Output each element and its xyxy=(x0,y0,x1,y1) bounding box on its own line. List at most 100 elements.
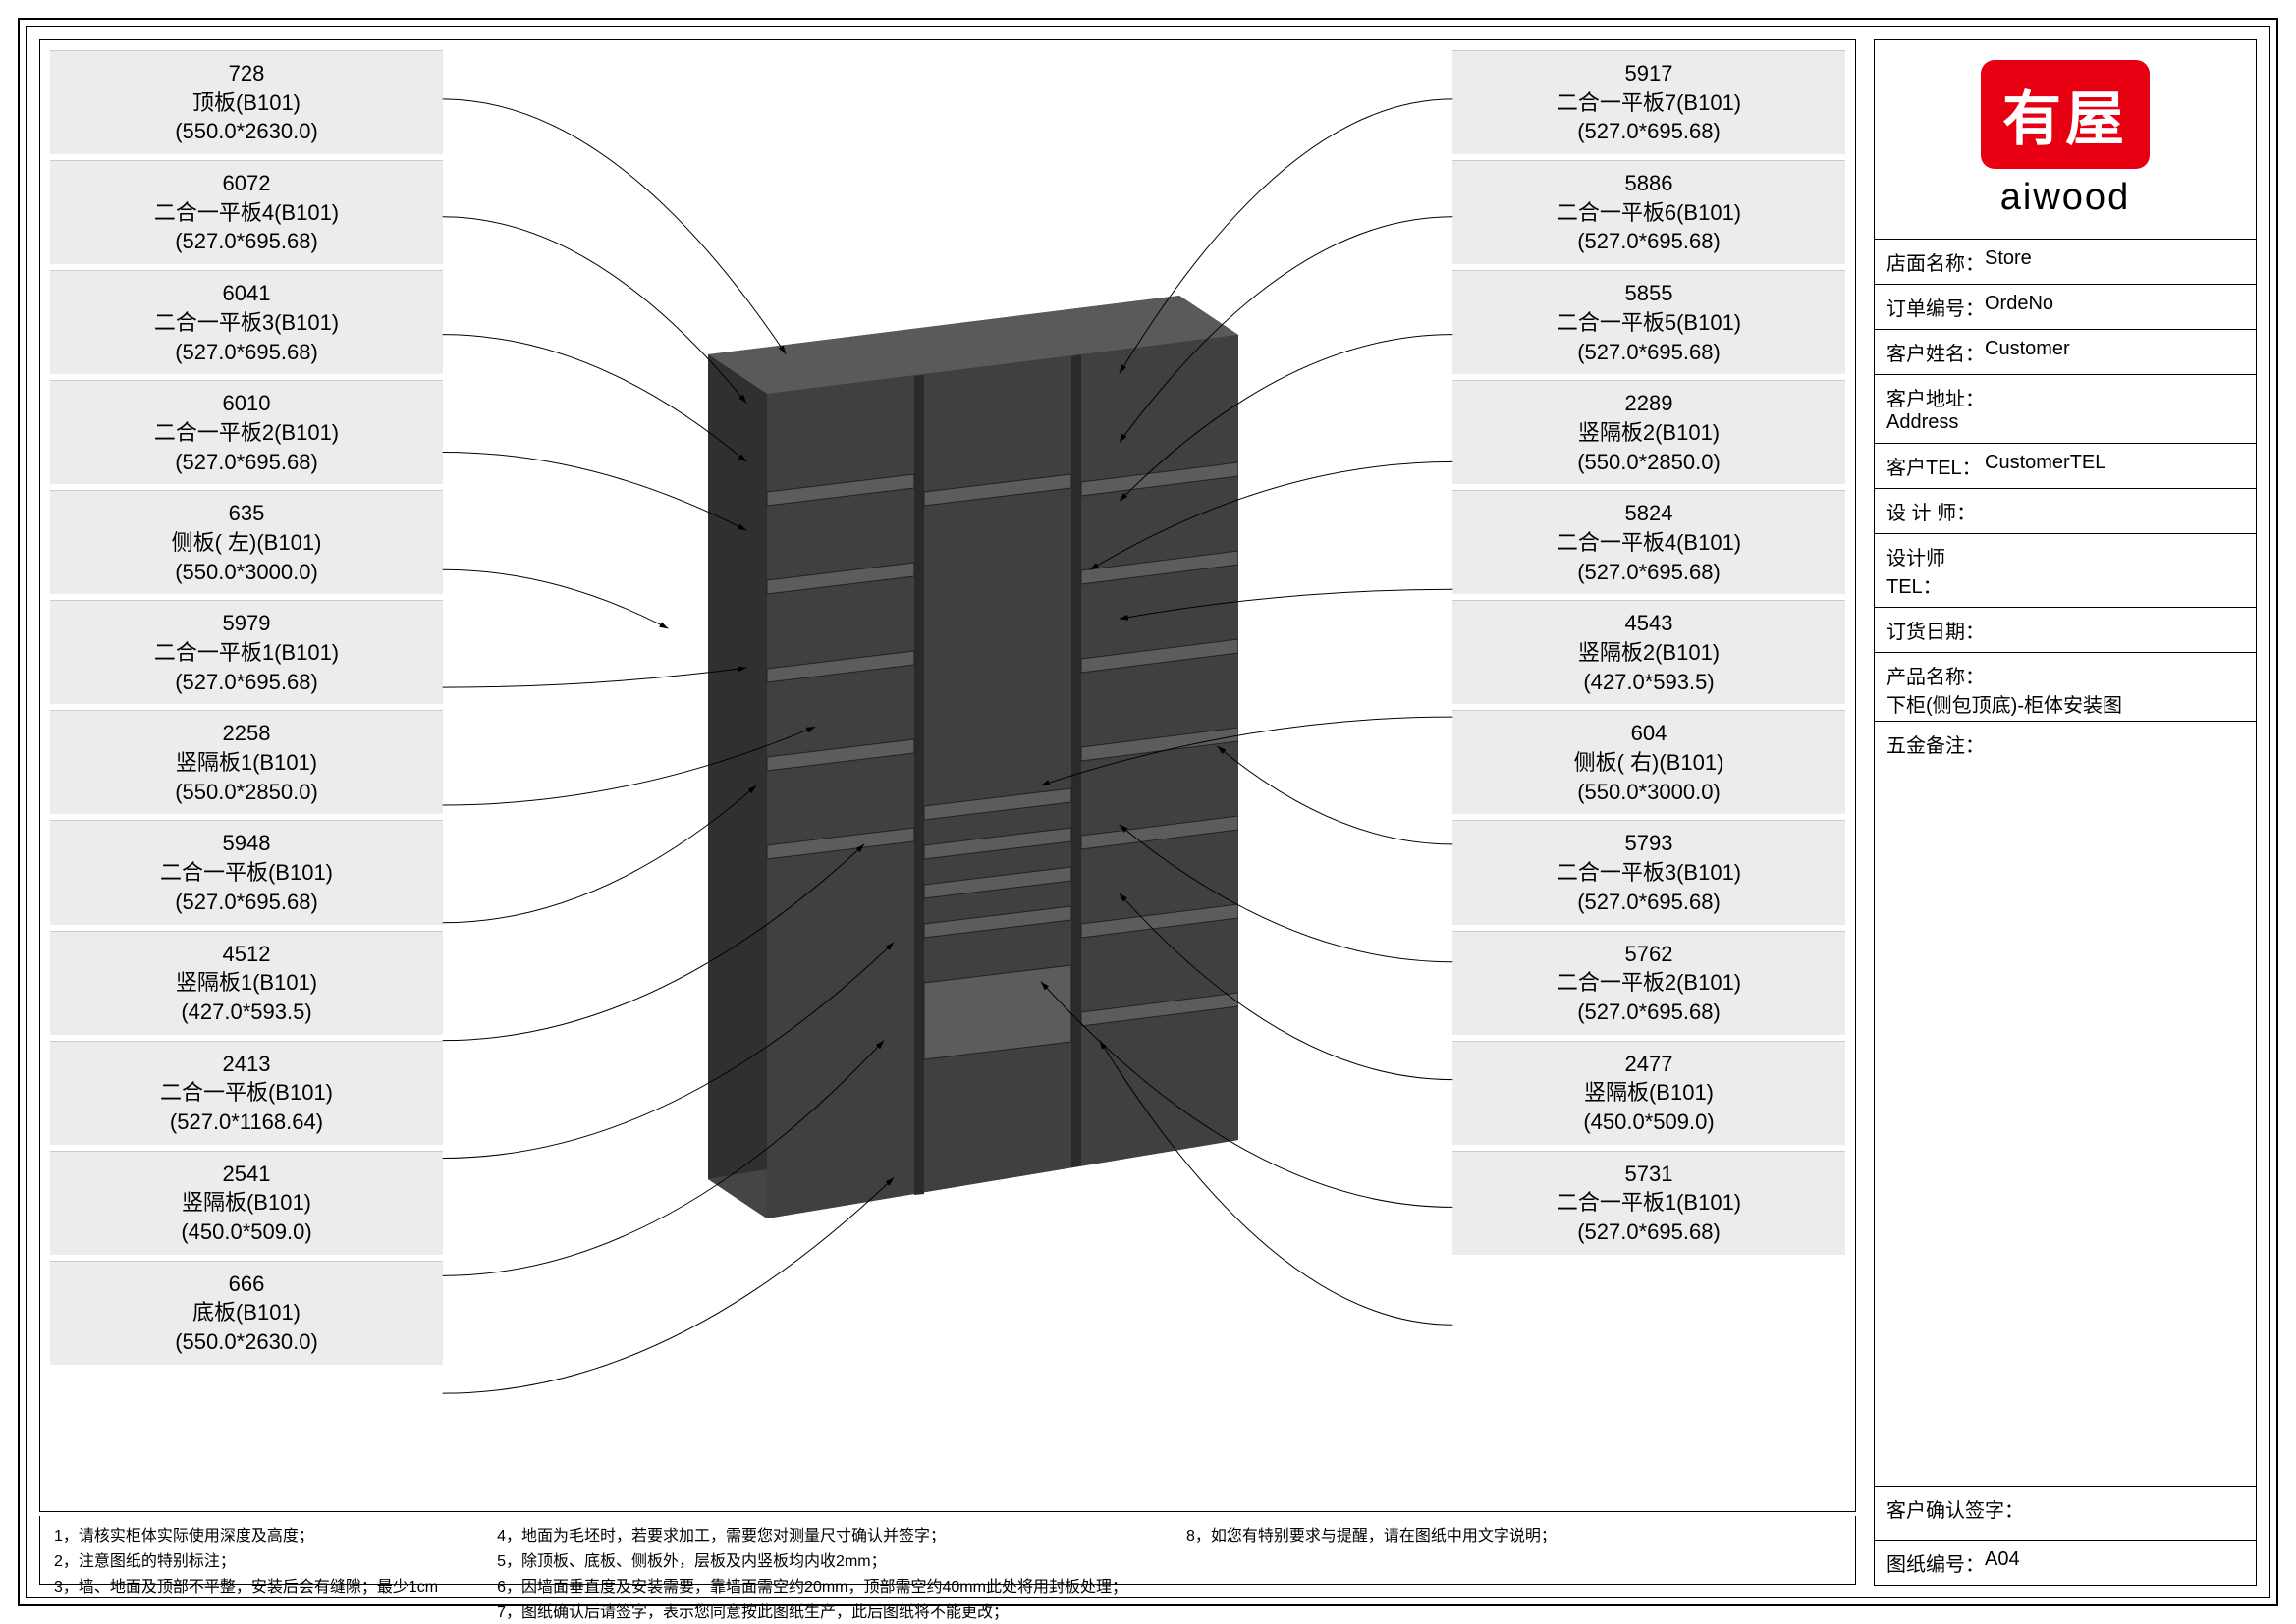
part-dim: (527.0*695.68) xyxy=(54,338,439,367)
part-label-right-4: 5824二合一平板4(B101)(527.0*695.68) xyxy=(1452,490,1845,594)
note-line: 6，因墙面垂直度及安装需要，靠墙面需空约20mm，顶部需空约40mm此处将用封板… xyxy=(497,1573,1127,1597)
part-dim: (550.0*2850.0) xyxy=(1456,448,1841,477)
part-name: 二合一平板1(B101) xyxy=(54,638,439,668)
part-dim: (550.0*2630.0) xyxy=(54,1327,439,1357)
part-dim: (527.0*695.68) xyxy=(1456,998,1841,1027)
part-label-right-0: 5917二合一平板7(B101)(527.0*695.68) xyxy=(1452,50,1845,154)
part-label-left-4: 635侧板( 左)(B101)(550.0*3000.0) xyxy=(50,490,443,594)
notes-col-1: 1，请核实柜体实际使用深度及高度；2，注意图纸的特别标注；3，墙、地面及顶部不平… xyxy=(54,1522,438,1578)
info-designer-tel: 设计师TEL： xyxy=(1874,534,2257,608)
info-order: 订单编号：OrdeNo xyxy=(1874,285,2257,330)
part-label-left-11: 666底板(B101)(550.0*2630.0) xyxy=(50,1261,443,1365)
part-id: 604 xyxy=(1456,719,1841,748)
part-dim: (550.0*2630.0) xyxy=(54,117,439,146)
part-label-right-10: 5731二合一平板1(B101)(527.0*695.68) xyxy=(1452,1151,1845,1255)
note-line: 7，图纸确认后请签字，表示您同意按此图纸生产，此后图纸将不能更改； xyxy=(497,1598,1127,1622)
part-name: 竖隔板1(B101) xyxy=(54,968,439,998)
part-id: 728 xyxy=(54,59,439,88)
part-id: 635 xyxy=(54,499,439,528)
part-id: 666 xyxy=(54,1270,439,1299)
part-label-left-7: 5948二合一平板(B101)(527.0*695.68) xyxy=(50,820,443,924)
part-dim: (527.0*695.68) xyxy=(1456,338,1841,367)
part-dim: (527.0*695.68) xyxy=(1456,227,1841,256)
part-label-left-6: 2258竖隔板1(B101)(550.0*2850.0) xyxy=(50,710,443,814)
part-label-right-6: 604侧板( 右)(B101)(550.0*3000.0) xyxy=(1452,710,1845,814)
logo-main: 有屋 xyxy=(1981,60,2150,169)
notes-col-2: 4，地面为毛坯时，若要求加工，需要您对测量尺寸确认并签字；5，除顶板、底板、侧板… xyxy=(497,1522,1127,1578)
part-name: 二合一平板2(B101) xyxy=(1456,968,1841,998)
part-name: 二合一平板3(B101) xyxy=(54,308,439,338)
part-name: 竖隔板(B101) xyxy=(1456,1078,1841,1108)
notes-area: 1，请核实柜体实际使用深度及高度；2，注意图纸的特别标注；3，墙、地面及顶部不平… xyxy=(39,1516,1856,1585)
part-id: 2258 xyxy=(54,719,439,748)
note-line: 2，注意图纸的特别标注； xyxy=(54,1547,438,1571)
part-label-left-5: 5979二合一平板1(B101)(527.0*695.68) xyxy=(50,600,443,704)
info-designer: 设 计 师： xyxy=(1874,489,2257,534)
part-name: 二合一平板(B101) xyxy=(54,858,439,888)
part-name: 底板(B101) xyxy=(54,1298,439,1327)
note-line: 5，除顶板、底板、侧板外，层板及内竖板均内收2mm； xyxy=(497,1547,1127,1571)
part-label-left-3: 6010二合一平板2(B101)(527.0*695.68) xyxy=(50,380,443,484)
part-name: 侧板( 左)(B101) xyxy=(54,528,439,558)
part-id: 5917 xyxy=(1456,59,1841,88)
part-dim: (450.0*509.0) xyxy=(1456,1108,1841,1137)
note-line: 1，请核实柜体实际使用深度及高度； xyxy=(54,1522,438,1545)
part-label-right-7: 5793二合一平板3(B101)(527.0*695.68) xyxy=(1452,820,1845,924)
part-id: 2289 xyxy=(1456,389,1841,418)
part-dim: (550.0*3000.0) xyxy=(54,558,439,587)
info-sheet-no: 图纸编号：A04 xyxy=(1874,1541,2257,1586)
logo-box: 有屋 aiwood xyxy=(1874,39,2257,240)
part-id: 5855 xyxy=(1456,279,1841,308)
part-id: 5948 xyxy=(54,829,439,858)
part-id: 6072 xyxy=(54,169,439,198)
part-name: 二合一平板4(B101) xyxy=(54,198,439,228)
part-label-right-3: 2289竖隔板2(B101)(550.0*2850.0) xyxy=(1452,380,1845,484)
part-label-left-9: 2413二合一平板(B101)(527.0*1168.64) xyxy=(50,1041,443,1145)
part-dim: (550.0*3000.0) xyxy=(1456,778,1841,807)
part-dim: (527.0*1168.64) xyxy=(54,1108,439,1137)
title-block-sidebar: 有屋 aiwood 店面名称：Store 订单编号：OrdeNo 客户姓名：Cu… xyxy=(1874,39,2257,1586)
part-id: 2477 xyxy=(1456,1050,1841,1079)
note-line: 3，墙、地面及顶部不平整，安装后会有缝隙；最少1cm xyxy=(54,1573,438,1597)
part-label-right-1: 5886二合一平板6(B101)(527.0*695.68) xyxy=(1452,160,1845,264)
info-customer: 客户姓名：Customer xyxy=(1874,330,2257,375)
part-dim: (550.0*2850.0) xyxy=(54,778,439,807)
part-dim: (527.0*695.68) xyxy=(54,668,439,697)
part-id: 2541 xyxy=(54,1160,439,1189)
logo-sub: aiwood xyxy=(1885,177,2246,219)
part-dim: (527.0*695.68) xyxy=(1456,1218,1841,1247)
part-label-left-1: 6072二合一平板4(B101)(527.0*695.68) xyxy=(50,160,443,264)
part-name: 二合一平板3(B101) xyxy=(1456,858,1841,888)
part-name: 竖隔板1(B101) xyxy=(54,748,439,778)
part-id: 5731 xyxy=(1456,1160,1841,1189)
part-name: 竖隔板(B101) xyxy=(54,1188,439,1218)
part-name: 顶板(B101) xyxy=(54,88,439,118)
info-tel: 客户TEL：CustomerTEL xyxy=(1874,444,2257,489)
part-id: 5979 xyxy=(54,609,439,638)
part-id: 4512 xyxy=(54,940,439,969)
info-product: 产品名称：下柜(侧包顶底)-柜体安装图 xyxy=(1874,653,2257,722)
part-dim: (427.0*593.5) xyxy=(54,998,439,1027)
note-line: 4，地面为毛坯时，若要求加工，需要您对测量尺寸确认并签字； xyxy=(497,1522,1127,1545)
part-label-left-8: 4512竖隔板1(B101)(427.0*593.5) xyxy=(50,931,443,1035)
info-hardware: 五金备注： xyxy=(1874,722,2257,1487)
note-line: 8，如您有特别要求与提醒，请在图纸中用文字说明； xyxy=(1186,1522,1557,1545)
part-dim: (527.0*695.68) xyxy=(54,227,439,256)
part-id: 5824 xyxy=(1456,499,1841,528)
part-name: 二合一平板6(B101) xyxy=(1456,198,1841,228)
part-label-right-8: 5762二合一平板2(B101)(527.0*695.68) xyxy=(1452,931,1845,1035)
notes-col-3: 8，如您有特别要求与提醒，请在图纸中用文字说明； xyxy=(1186,1522,1557,1578)
part-name: 二合一平板7(B101) xyxy=(1456,88,1841,118)
part-name: 二合一平板2(B101) xyxy=(54,418,439,448)
part-name: 二合一平板(B101) xyxy=(54,1078,439,1108)
part-id: 6010 xyxy=(54,389,439,418)
part-id: 6041 xyxy=(54,279,439,308)
part-name: 二合一平板5(B101) xyxy=(1456,308,1841,338)
part-label-left-0: 728顶板(B101)(550.0*2630.0) xyxy=(50,50,443,154)
info-store: 店面名称：Store xyxy=(1874,240,2257,285)
left-label-column: 728顶板(B101)(550.0*2630.0)6072二合一平板4(B101… xyxy=(50,50,443,1365)
part-label-right-9: 2477竖隔板(B101)(450.0*509.0) xyxy=(1452,1041,1845,1145)
part-name: 二合一平板1(B101) xyxy=(1456,1188,1841,1218)
part-dim: (527.0*695.68) xyxy=(54,888,439,917)
part-id: 2413 xyxy=(54,1050,439,1079)
